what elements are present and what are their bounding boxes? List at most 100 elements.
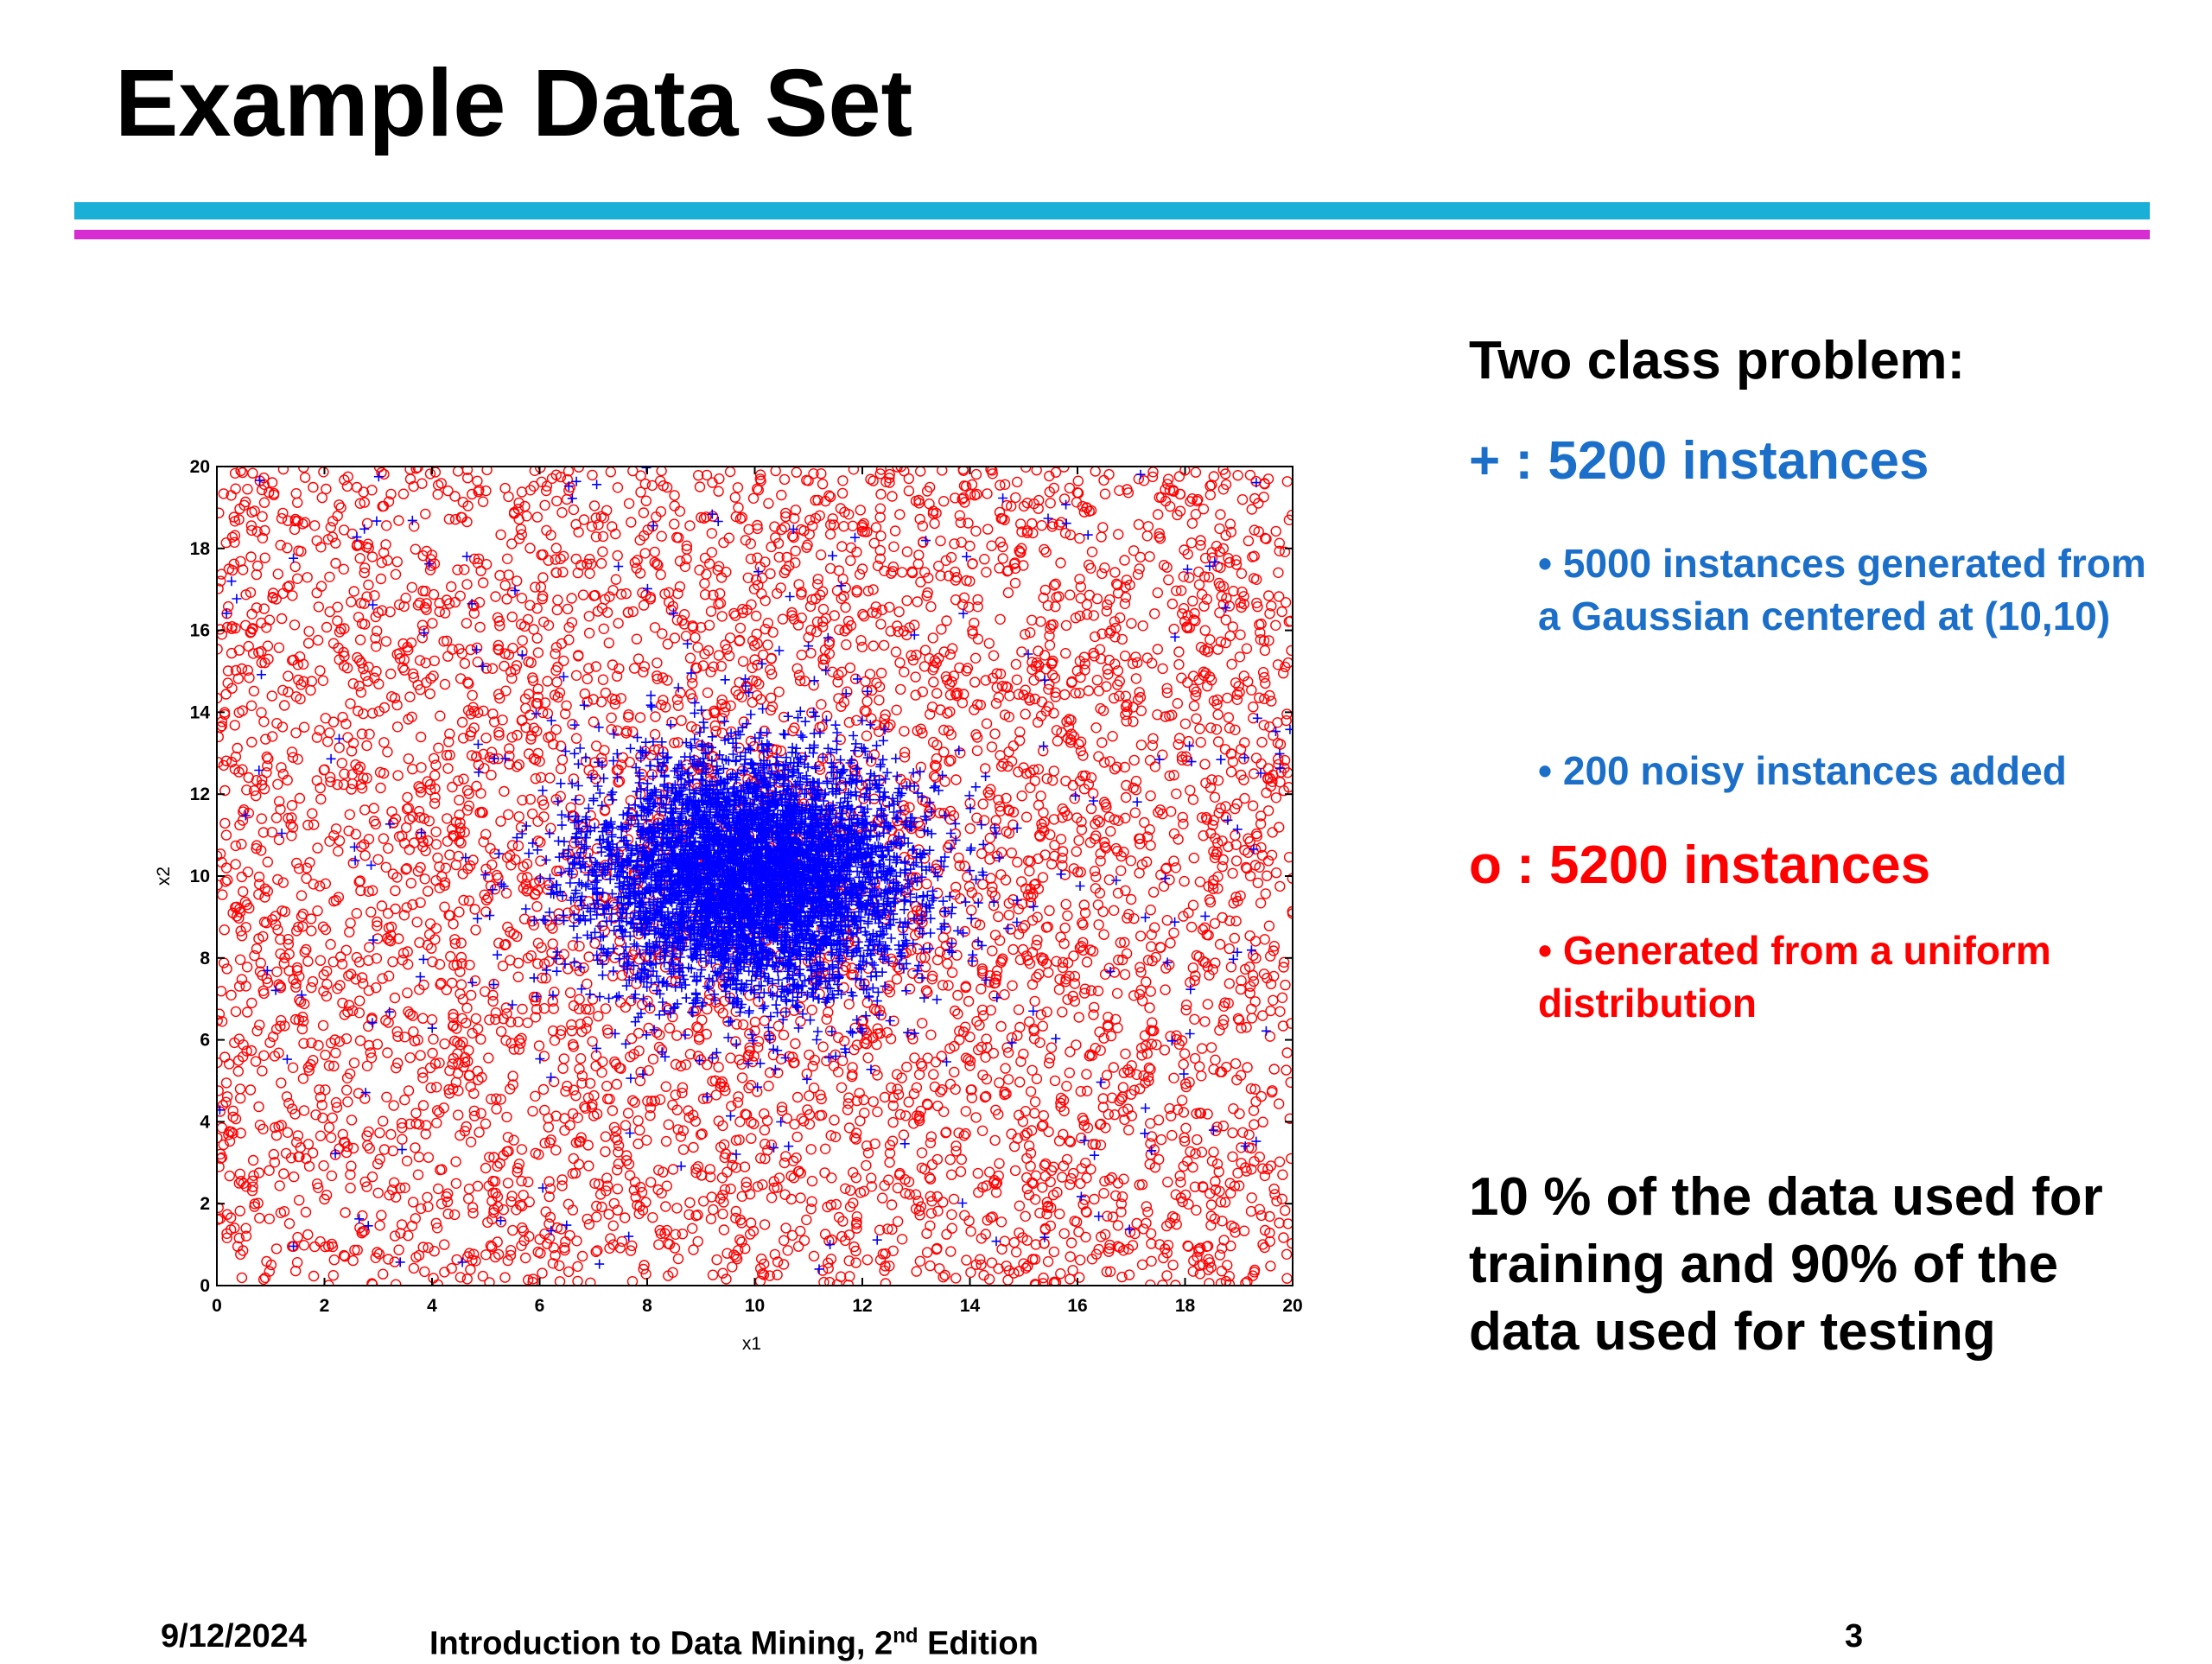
point-o	[835, 734, 846, 746]
point-o	[567, 940, 579, 951]
point-o	[688, 1244, 699, 1255]
point-o	[1046, 657, 1058, 669]
point-o	[321, 621, 333, 633]
point-o	[574, 1064, 585, 1075]
point-o	[1086, 546, 1098, 557]
point-o	[405, 637, 417, 649]
point-o	[1198, 830, 1209, 842]
point-o	[1242, 1276, 1253, 1286]
point-o	[1215, 509, 1226, 520]
point-o	[337, 711, 348, 723]
point-o	[1085, 985, 1097, 996]
point-o	[699, 589, 711, 600]
point-o	[1276, 1193, 1288, 1205]
point-o	[744, 1028, 755, 1039]
point-o	[1064, 1135, 1076, 1146]
point-o	[963, 518, 974, 529]
point-o	[499, 785, 510, 797]
point-o	[258, 603, 270, 614]
slide-title: Example Data Set	[115, 50, 913, 156]
point-o	[1280, 597, 1292, 608]
point-o	[307, 975, 319, 988]
point-o	[254, 1019, 265, 1031]
point-o	[727, 1261, 738, 1273]
point-o	[970, 525, 982, 537]
point-o	[1238, 670, 1250, 682]
point-o	[755, 1153, 766, 1164]
point-o	[1141, 1048, 1154, 1059]
point-o	[1116, 1271, 1128, 1283]
point-o	[635, 486, 646, 498]
point-o	[817, 586, 829, 597]
point-o	[390, 568, 402, 580]
point-o	[913, 498, 925, 509]
point-o	[486, 769, 497, 781]
point-o	[423, 886, 434, 897]
point-o	[1232, 1013, 1244, 1025]
point-o	[582, 978, 593, 990]
point-o	[1130, 784, 1142, 796]
point-o	[916, 1147, 928, 1159]
point-o	[289, 513, 302, 525]
point-o	[296, 890, 308, 901]
point-o	[221, 1228, 232, 1240]
point-o	[532, 647, 544, 658]
point-o	[1165, 937, 1176, 949]
point-o	[887, 1116, 899, 1128]
point-o	[1198, 600, 1210, 612]
point-o	[546, 473, 558, 484]
point-o	[1194, 876, 1206, 887]
point-o	[957, 493, 968, 505]
point-o	[558, 655, 569, 667]
point-o	[954, 510, 966, 521]
point-o	[276, 613, 288, 625]
point-o	[903, 1096, 914, 1108]
point-o	[1194, 723, 1205, 734]
point-o	[444, 749, 455, 761]
point-o	[341, 1084, 353, 1096]
point-o	[1067, 990, 1078, 1002]
point-o	[236, 838, 247, 850]
point-o	[1227, 1127, 1238, 1139]
point-o	[880, 709, 891, 721]
point-o	[441, 750, 453, 761]
point-o	[872, 1106, 883, 1118]
point-o	[862, 1052, 874, 1064]
point-o	[901, 546, 913, 557]
point-o	[772, 1020, 785, 1032]
point-o	[278, 1168, 289, 1179]
point-o	[821, 1055, 832, 1067]
point-o	[608, 1121, 620, 1134]
point-o	[674, 581, 686, 593]
point-o	[955, 1165, 967, 1178]
point-o	[524, 794, 536, 805]
point-o	[766, 1192, 778, 1204]
point-o	[1262, 1163, 1274, 1175]
point-o	[455, 837, 467, 848]
point-o	[1096, 628, 1108, 639]
point-o	[1094, 816, 1106, 828]
point-o	[338, 1249, 350, 1261]
point-o	[1058, 1160, 1070, 1172]
point-o	[1092, 985, 1104, 997]
point-o	[780, 511, 791, 523]
point-o	[251, 526, 263, 537]
point-o	[1114, 612, 1126, 624]
point-o	[501, 1111, 512, 1123]
point-o	[279, 1020, 290, 1032]
point-o	[1239, 792, 1250, 804]
point-o	[338, 778, 350, 791]
point-o	[1062, 994, 1073, 1006]
point-o	[1214, 546, 1225, 557]
point-o	[570, 518, 582, 530]
point-o	[1180, 751, 1192, 762]
point-o	[734, 622, 747, 634]
point-o	[1257, 667, 1269, 678]
point-o	[1274, 537, 1286, 549]
point-o	[520, 1252, 531, 1264]
point-o	[1154, 531, 1165, 543]
point-o	[1234, 651, 1246, 663]
point-o	[1059, 922, 1071, 934]
point-o	[730, 1205, 741, 1217]
point-o	[353, 1007, 365, 1019]
